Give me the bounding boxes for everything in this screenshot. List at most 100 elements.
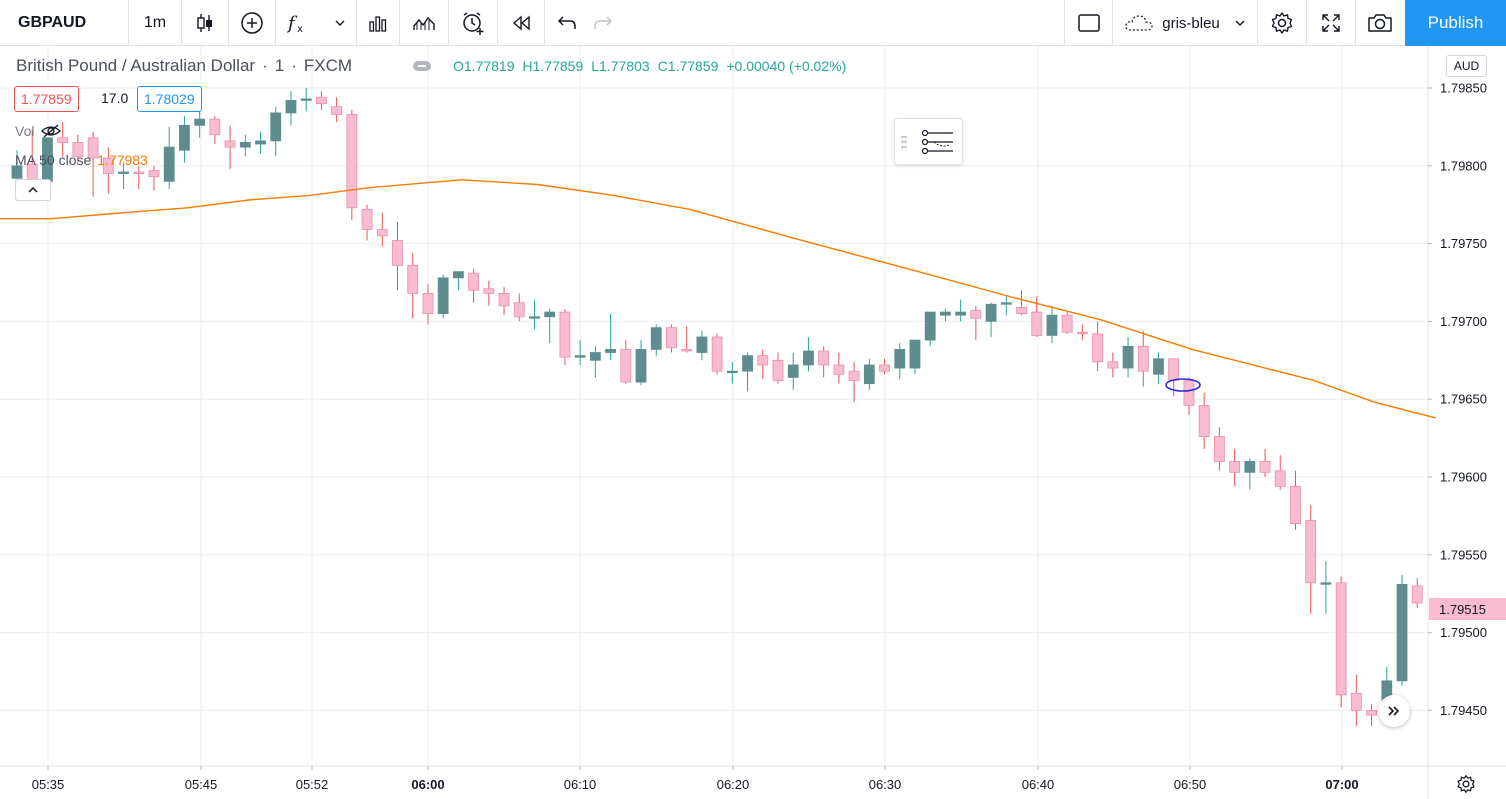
fullscreen-button[interactable] (1307, 0, 1355, 46)
currency-button[interactable]: AUD (1446, 55, 1487, 77)
close-value: 1.77859 (667, 58, 719, 74)
time-tick-label: 05:45 (185, 777, 218, 792)
candle-body (666, 327, 677, 349)
candle-body (148, 170, 160, 178)
candle (803, 336, 814, 372)
eye-hidden-icon[interactable] (40, 123, 62, 139)
candle-body (544, 311, 556, 318)
candle (72, 134, 84, 163)
candle-body (1031, 311, 1043, 336)
symbol-interval: 1 (274, 56, 285, 75)
time-tick-label: 06:30 (869, 777, 902, 792)
redo-button[interactable] (584, 0, 622, 46)
candle-body (133, 171, 145, 174)
candle-body (437, 277, 449, 315)
candle (209, 116, 221, 145)
templates-button[interactable] (400, 0, 448, 46)
candle (102, 147, 114, 194)
candle (392, 221, 403, 291)
candle (1016, 290, 1027, 316)
publish-button[interactable]: Publish (1405, 0, 1506, 46)
toolbar-divider (275, 0, 276, 46)
double-chevron-right-icon (1388, 706, 1400, 716)
candle-body (574, 355, 586, 358)
layout-button[interactable] (1065, 0, 1112, 46)
grip-icon (901, 135, 907, 148)
candle (1122, 336, 1134, 378)
ma-value: 1.77983 (97, 152, 148, 168)
snapshot-button[interactable] (1356, 0, 1404, 46)
symbol-name: British Pound / Australian Dollar (16, 56, 256, 75)
low-value: 1.77803 (599, 58, 650, 74)
legend-toggle-button[interactable] (413, 61, 431, 71)
candle (1305, 505, 1317, 614)
candle-body (803, 350, 814, 366)
candle (1092, 321, 1104, 372)
time-tick-label: 05:35 (32, 777, 65, 792)
time-tick-label: 06:40 (1022, 777, 1055, 792)
price-tick-label: 1.79450 (1440, 703, 1487, 718)
price-chart[interactable]: 1.79850 1.79800 1.79750 1.79700 1.79650 1.796… (0, 46, 1506, 799)
candle-body (468, 272, 480, 291)
ma-label: MA 50 close (15, 152, 92, 168)
financials-button[interactable] (357, 0, 399, 46)
candle (1290, 470, 1301, 530)
candle (1061, 312, 1073, 334)
candle (1183, 377, 1195, 415)
chart-type-button[interactable] (182, 0, 228, 46)
symbol-legend[interactable]: British Pound / Australian Dollar · 1 · … (16, 55, 352, 77)
open-value: 1.77819 (463, 58, 515, 74)
buy-price-button[interactable]: 1.78029 (137, 86, 202, 112)
ma-legend[interactable]: MA 50 close 1.77983 (15, 152, 148, 168)
sell-price-button[interactable]: 1.77859 (14, 86, 79, 112)
toolbar-divider (497, 0, 498, 46)
candle-body (361, 208, 373, 230)
legend-collapse-button[interactable] (15, 179, 51, 201)
candle (726, 361, 738, 384)
compare-button[interactable] (229, 0, 275, 46)
candle-body (1335, 582, 1347, 696)
candle-body (772, 359, 784, 381)
candle-body (1244, 461, 1256, 473)
time-tick-label: 06:10 (564, 777, 597, 792)
legend-separator: · (262, 56, 268, 75)
scroll-to-realtime-button[interactable] (1378, 695, 1410, 727)
candle-body (1137, 345, 1149, 372)
candle-body (711, 336, 723, 372)
circle-annotation (1165, 378, 1201, 392)
drag-handle[interactable] (895, 119, 913, 164)
object-tree-icon[interactable] (921, 128, 955, 156)
high-value: 1.77859 (532, 58, 584, 74)
chevron-down-icon (335, 20, 345, 26)
symbol-search-button[interactable]: GBPAUD (18, 14, 87, 31)
replay-button[interactable] (498, 0, 544, 46)
time-tick-label: 06:00 (411, 777, 444, 792)
candle-body (970, 310, 982, 319)
candle-body (285, 100, 297, 114)
candle (848, 361, 860, 403)
undo-button[interactable] (548, 0, 586, 46)
volume-legend[interactable]: Vol (15, 123, 62, 139)
candle (1274, 455, 1286, 490)
toolbar-divider (448, 0, 449, 46)
candle (437, 274, 449, 319)
time-tick-label: 07:00 (1325, 777, 1358, 792)
toolbar-divider (1112, 0, 1113, 46)
chart-settings-button[interactable] (1452, 772, 1480, 796)
theme-selector[interactable]: gris-bleu (1113, 0, 1257, 46)
price-axis: 1.79850 1.79800 1.79750 1.79700 1.79650 1.796… (1428, 81, 1487, 718)
price-tick-label: 1.79500 (1440, 625, 1487, 640)
legend-separator: · (291, 56, 297, 75)
candle-body (787, 364, 799, 378)
candle (1046, 305, 1058, 344)
interval-button[interactable]: 1m (143, 14, 167, 31)
drawing-toolbar-widget[interactable] (894, 118, 963, 165)
candle (239, 134, 251, 157)
candle-body (346, 114, 358, 209)
candle (970, 305, 982, 341)
candle (696, 330, 708, 361)
settings-button[interactable] (1258, 0, 1306, 46)
alert-button[interactable] (449, 0, 497, 46)
